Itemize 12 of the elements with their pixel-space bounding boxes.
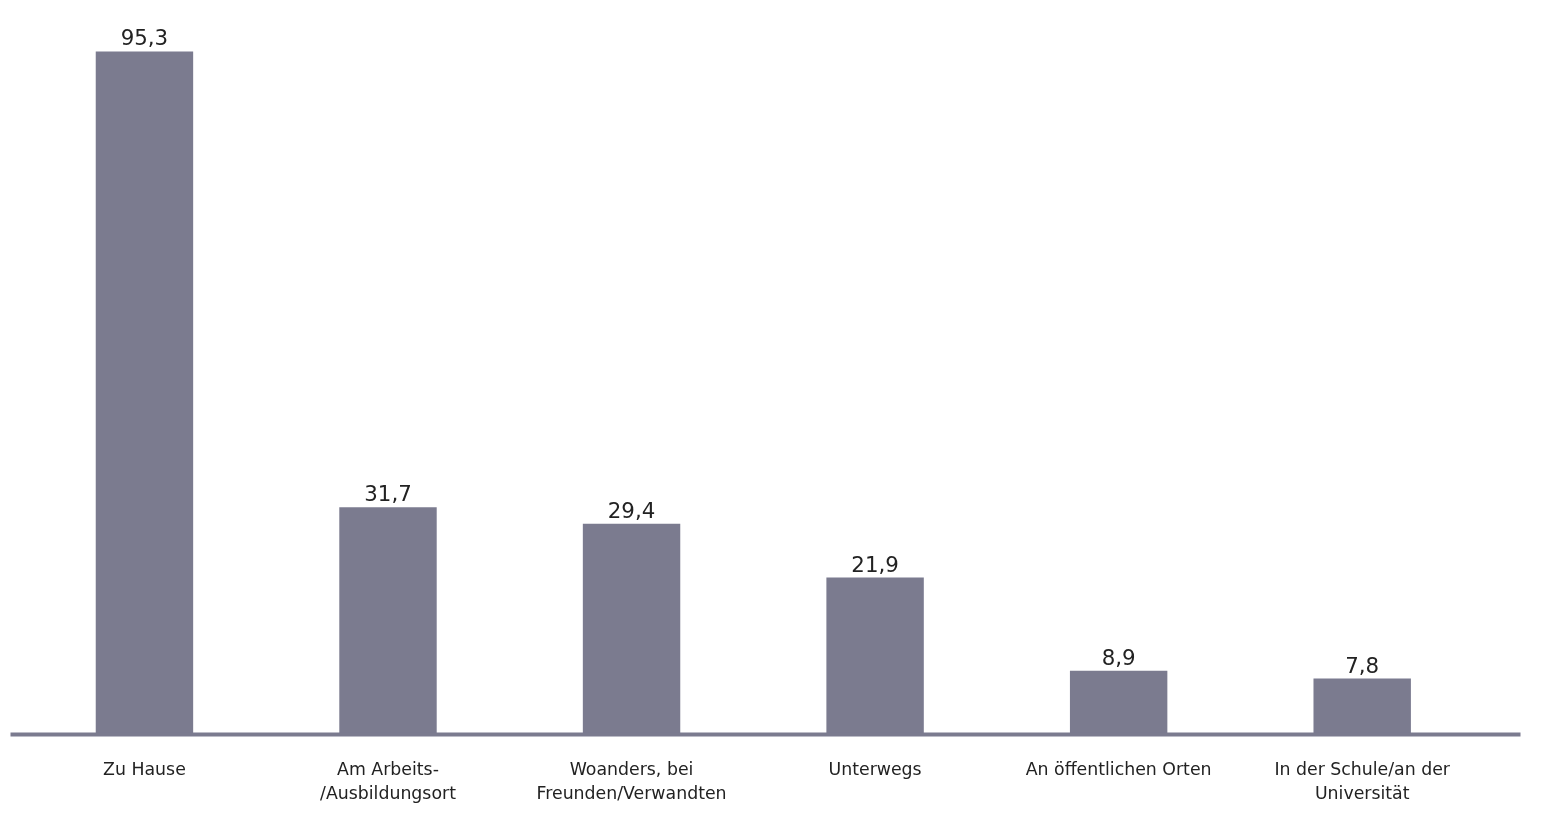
data-label: 31,7	[364, 481, 412, 507]
x-tick-label: Woanders, bei Freunden/Verwandten	[536, 758, 727, 803]
x-tick-label: Am Arbeits- /Ausbildungsort	[320, 758, 457, 803]
x-tick-label: An öffentlichen Orten	[1025, 758, 1212, 779]
data-label: 7,8	[1345, 652, 1380, 678]
data-label: 8,9	[1101, 644, 1136, 670]
data-label: 29,4	[607, 497, 656, 523]
data-label: 95,3	[120, 25, 169, 51]
x-tick-label: In der Schule/an der Universität	[1274, 758, 1451, 803]
x-tick-label: Unterwegs	[828, 758, 922, 779]
data-label: 21,9	[851, 551, 899, 577]
x-tick-label: Zu Hause	[103, 758, 186, 779]
